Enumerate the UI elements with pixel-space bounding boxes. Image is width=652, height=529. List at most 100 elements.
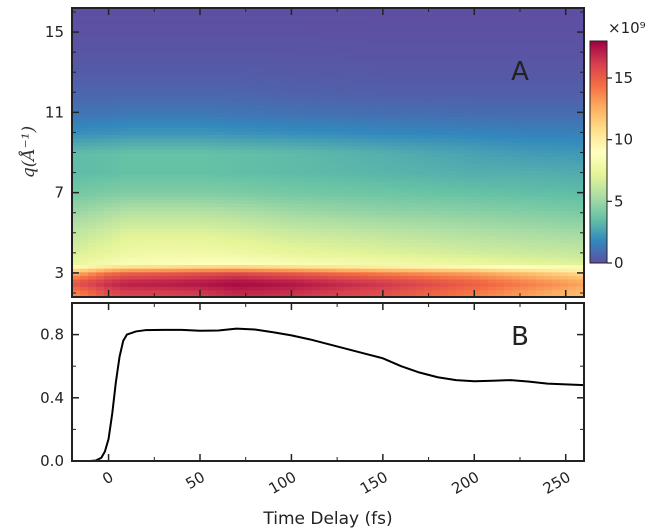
heatmap-cell <box>72 119 81 125</box>
heatmap-cell <box>416 116 425 121</box>
heatmap-cell <box>200 217 209 222</box>
heatmap-cell <box>392 101 401 107</box>
heatmap-cell <box>168 174 177 179</box>
heatmap-cell <box>424 275 433 280</box>
heatmap-cell <box>208 235 217 240</box>
heatmap-cell <box>360 203 369 208</box>
heatmap-cell <box>480 145 489 150</box>
heatmap-cell <box>216 250 225 255</box>
heatmap-cell <box>288 65 297 71</box>
heatmap-cell <box>144 224 153 229</box>
heatmap-cell <box>184 242 193 248</box>
heatmap-cell <box>272 217 281 222</box>
heatmap-cell <box>536 203 545 208</box>
heatmap-cell <box>456 152 465 157</box>
heatmap-cell <box>456 268 465 273</box>
heatmap-cell <box>368 185 377 190</box>
heatmap-cell <box>176 138 185 143</box>
heatmap-cell <box>520 235 529 240</box>
heatmap-cell <box>560 26 569 31</box>
heatmap-cell <box>288 163 297 168</box>
heatmap-cell <box>384 235 393 240</box>
heatmap-cell <box>400 250 409 255</box>
heatmap-cell <box>496 127 505 132</box>
heatmap-cell <box>296 221 305 226</box>
heatmap-cell <box>112 29 121 34</box>
heatmap-cell <box>120 286 129 291</box>
heatmap-cell <box>432 228 441 233</box>
heatmap-cell <box>472 282 481 287</box>
heatmap-cell <box>448 69 457 74</box>
heatmap-cell <box>72 76 81 81</box>
heatmap-cell <box>408 29 417 34</box>
heatmap-cell <box>456 203 465 208</box>
heatmap-cell <box>320 203 329 208</box>
heatmap-cell <box>88 65 97 71</box>
heatmap-cell <box>216 166 225 172</box>
heatmap-cell <box>448 83 457 89</box>
heatmap-cell <box>496 203 505 208</box>
heatmap-cell <box>440 185 449 190</box>
heatmap-cell <box>520 65 529 71</box>
heatmap-cell <box>352 195 361 201</box>
heatmap-cell <box>232 62 241 67</box>
heatmap-cell <box>328 203 337 208</box>
heatmap-cell <box>552 156 561 161</box>
heatmap-cell <box>336 221 345 226</box>
heatmap-cell <box>344 40 353 45</box>
heatmap-cell <box>400 210 409 215</box>
heatmap-cell <box>456 242 465 248</box>
heatmap-cell <box>560 83 569 89</box>
heatmap-cell <box>376 199 385 204</box>
heatmap-cell <box>528 213 537 219</box>
heatmap-cell <box>576 73 584 78</box>
heatmap-cell <box>576 91 584 96</box>
heatmap-cell <box>552 58 561 63</box>
heatmap-cell <box>568 188 577 193</box>
heatmap-cell <box>536 260 545 266</box>
heatmap-cell <box>448 33 457 38</box>
heatmap-cell <box>408 250 417 255</box>
heatmap-cell <box>568 271 577 276</box>
heatmap-cell <box>232 271 241 276</box>
heatmap-cell <box>128 231 137 237</box>
heatmap-cell <box>352 286 361 291</box>
heatmap-cell <box>152 166 161 172</box>
heatmap-cell <box>392 123 401 128</box>
heatmap-cell <box>416 246 425 251</box>
heatmap-cell <box>104 83 113 89</box>
heatmap-cell <box>240 58 249 63</box>
heatmap-cell <box>168 278 177 284</box>
heatmap-cell <box>128 275 137 280</box>
heatmap-cell <box>224 40 233 45</box>
heatmap-cell <box>576 116 584 121</box>
heatmap-cell <box>72 109 81 114</box>
heatmap-cell <box>416 250 425 255</box>
heatmap-cell <box>192 127 201 132</box>
heatmap-cell <box>368 231 377 237</box>
heatmap-cell <box>288 192 297 197</box>
heatmap-cell <box>408 152 417 157</box>
heatmap-cell <box>376 69 385 74</box>
heatmap-cell <box>208 268 217 273</box>
heatmap-cell <box>224 47 233 52</box>
heatmap-cell <box>456 58 465 63</box>
heatmap-cell <box>128 65 137 71</box>
heatmap-cell <box>240 174 249 179</box>
heatmap-cell <box>576 253 584 258</box>
heatmap-cell <box>288 58 297 63</box>
heatmap-cell <box>424 101 433 107</box>
heatmap-cell <box>360 69 369 74</box>
heatmap-cell <box>80 26 89 31</box>
heatmap-cell <box>88 231 97 237</box>
heatmap-cell <box>400 119 409 125</box>
heatmap-cell <box>248 69 257 74</box>
heatmap-cell <box>512 228 521 233</box>
heatmap-cell <box>320 148 329 154</box>
heatmap-cell <box>400 268 409 273</box>
heatmap-cell <box>200 221 209 226</box>
heatmap-cell <box>488 166 497 172</box>
heatmap-cell <box>568 109 577 114</box>
heatmap-cell <box>272 62 281 67</box>
heatmap-cell <box>576 134 584 139</box>
